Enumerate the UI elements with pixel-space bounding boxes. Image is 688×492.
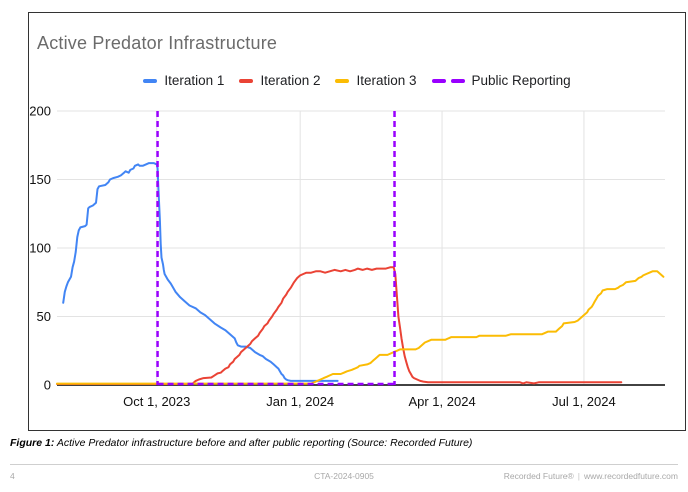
legend-label: Public Reporting — [471, 73, 571, 88]
legend-line-swatch-icon — [335, 78, 350, 83]
page-number: 4 — [10, 471, 15, 481]
chart-legend: Iteration 1 Iteration 2 Iteration 3 Public … — [29, 73, 685, 88]
brand-url: www.recordedfuture.com — [583, 471, 678, 481]
page-footer: 4 CTA-2024-0905 Recorded Future® | www.rec… — [10, 471, 678, 481]
legend-item-public-reporting: Public Reporting — [431, 73, 571, 88]
legend-item-iteration-3: Iteration 3 — [335, 73, 417, 88]
legend-label: Iteration 2 — [260, 73, 321, 88]
figure-caption-text: Active Predator infrastructure before an… — [54, 437, 473, 449]
legend-line-swatch-icon — [143, 78, 158, 83]
document-id: CTA-2024-0905 — [314, 471, 374, 481]
legend-line-swatch-icon — [239, 78, 254, 83]
legend-dashed-line-swatch-icon — [431, 78, 465, 83]
footer-pipe: | — [577, 471, 580, 481]
legend-label: Iteration 1 — [164, 73, 225, 88]
legend-label: Iteration 3 — [356, 73, 417, 88]
footer-divider-line — [10, 464, 678, 465]
figure-caption: Figure 1: Active Predator infrastructure… — [10, 437, 680, 449]
footer-brand-url: Recorded Future® | www.recordedfuture.com — [504, 471, 678, 481]
chart-container: Active Predator Infrastructure Iteration… — [28, 12, 686, 431]
brand-name: Recorded Future® — [503, 471, 574, 481]
chart-title: Active Predator Infrastructure — [37, 33, 278, 53]
legend-item-iteration-1: Iteration 1 — [143, 73, 224, 88]
figure-caption-label: Figure 1: — [10, 437, 55, 449]
legend-item-iteration-2: Iteration 2 — [239, 73, 320, 88]
